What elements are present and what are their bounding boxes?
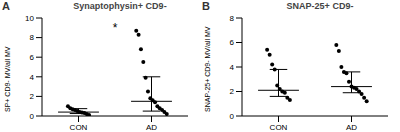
svg-text:2: 2 <box>30 92 35 101</box>
svg-text:0: 0 <box>230 112 235 121</box>
svg-text:0: 0 <box>30 112 35 121</box>
html-text:A: A <box>2 0 10 12</box>
svg-text:SNAP-25+ CD9- MV/all MV: SNAP-25+ CD9- MV/all MV <box>204 26 211 112</box>
svg-text:2: 2 <box>230 87 235 96</box>
svg-text:6: 6 <box>230 38 235 47</box>
html-text:Synaptophysin+ CD9-: Synaptophysin+ CD9- <box>73 1 167 11</box>
svg-text:AD: AD <box>346 123 357 132</box>
svg-text:10: 10 <box>25 14 34 23</box>
svg-text:CON: CON <box>270 123 288 132</box>
svg-text:SP+ CD9- MV/all MV: SP+ CD9- MV/all MV <box>8 46 11 112</box>
html-text:SNAP-25+ CD9-: SNAP-25+ CD9- <box>286 1 354 11</box>
svg-text:8: 8 <box>30 33 35 42</box>
svg-text:6: 6 <box>30 53 35 62</box>
svg-text:AD: AD <box>146 123 157 132</box>
html-text:B: B <box>202 0 210 12</box>
svg-text:4: 4 <box>230 63 235 72</box>
svg-text:*: * <box>113 21 118 35</box>
svg-text:8: 8 <box>230 14 235 23</box>
svg-text:CON: CON <box>70 123 88 132</box>
svg-text:4: 4 <box>30 73 35 82</box>
